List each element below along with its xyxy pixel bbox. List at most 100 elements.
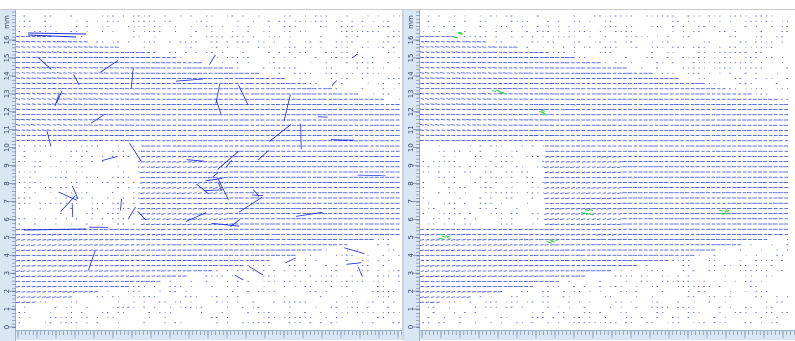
vector-arrow [146, 177, 150, 178]
vector-arrow [37, 271, 41, 272]
vector-arrow [445, 47, 450, 48]
ruler-tick-label: 13 [3, 89, 11, 98]
vector-arrow [16, 57, 20, 58]
spurious-vector [358, 175, 386, 176]
vector-arrow [441, 83, 445, 84]
vector-arrow [440, 73, 445, 74]
spurious-vector [102, 156, 118, 160]
vector-arrow [183, 203, 187, 204]
vector-arrow [21, 36, 25, 37]
vector-arrow [140, 234, 144, 235]
vector-arrow [204, 198, 208, 199]
vector-arrow [42, 260, 47, 261]
vector-arrow [218, 229, 223, 230]
vector-arrow [204, 234, 208, 235]
vector-arrow [213, 162, 217, 163]
vector-arrow [42, 130, 46, 131]
spurious-vector [213, 173, 218, 177]
ruler-tick-label: 6 [3, 217, 11, 222]
vector-arrow [26, 36, 31, 37]
vector-arrow [21, 119, 26, 120]
vector-arrow [214, 229, 218, 230]
vector-arrow [157, 198, 161, 199]
vector-arrow [197, 214, 202, 215]
vector-arrow [177, 224, 182, 225]
vector-arrow [182, 156, 186, 157]
vector-arrow [193, 188, 197, 189]
vector-arrow [192, 162, 197, 163]
vector-arrow [430, 83, 434, 84]
vector-arrow [187, 203, 191, 204]
vector-arrow [37, 240, 41, 241]
vector-arrow [441, 47, 445, 48]
vector-arrow [225, 203, 228, 204]
vector-arrow [451, 125, 456, 126]
vector-arrow [16, 62, 20, 63]
vector-arrow [162, 162, 166, 163]
vector-arrow [188, 198, 192, 199]
vector-arrow [73, 292, 78, 293]
vector-arrow [208, 193, 212, 194]
vector-arrow [42, 125, 46, 126]
vector-arrow [37, 260, 41, 261]
vector-arrow [16, 94, 20, 95]
ruler-unit-label: mm [407, 15, 415, 29]
vector-arrow [166, 167, 171, 168]
vector-arrow [16, 130, 20, 131]
vector-arrow [157, 219, 161, 220]
vector-field-canvas[interactable] [16, 10, 402, 330]
vector-field-svg [420, 10, 795, 331]
vector-arrow [168, 208, 171, 209]
vector-arrow [16, 78, 20, 79]
vector-arrow [435, 99, 439, 100]
vector-arrow [16, 271, 20, 272]
vector-field-canvas[interactable] [420, 10, 795, 330]
vector-arrow [425, 114, 429, 115]
spurious-vector [72, 203, 73, 217]
vector-arrow [52, 83, 57, 84]
vector-arrow [224, 193, 228, 194]
vector-arrow [441, 88, 445, 89]
vector-arrow [451, 73, 455, 74]
vector-arrow [31, 88, 35, 89]
vector-arrow [156, 193, 160, 194]
vector-arrow [27, 57, 31, 58]
vector-arrow [21, 292, 25, 293]
ruler-tick-label: 11 [407, 125, 415, 134]
spurious-vector [57, 91, 62, 103]
vector-arrow [16, 135, 20, 136]
vector-arrow [441, 94, 445, 95]
vector-arrow [32, 68, 36, 69]
vector-arrow [182, 193, 187, 194]
vector-arrow [204, 193, 207, 194]
vector-arrow [152, 219, 155, 220]
vector-arrow [42, 109, 47, 110]
ruler-tick-label: 1 [3, 307, 11, 311]
vector-arrow [213, 234, 218, 235]
vector-arrow [32, 234, 36, 235]
ruler-tick-label: 3 [3, 271, 11, 275]
vector-arrow [177, 172, 181, 173]
spurious-vector [216, 100, 221, 115]
vector-arrow [41, 94, 46, 95]
vector-arrow [188, 234, 192, 235]
vector-arrow [177, 198, 181, 199]
vector-arrow [204, 162, 208, 163]
vector-arrow [16, 83, 20, 84]
vector-arrow [456, 114, 461, 115]
vector-arrow [36, 62, 41, 63]
vector-arrow [27, 260, 31, 261]
vector-arrow [42, 120, 46, 121]
vector-arrow [27, 88, 31, 89]
vector-arrow [37, 120, 41, 121]
spurious-vector [239, 197, 262, 212]
vector-arrow [73, 271, 78, 272]
vector-arrows [16, 16, 400, 323]
vector-arrow [456, 47, 461, 48]
vector-arrow [213, 188, 218, 189]
vector-arrow [151, 167, 155, 168]
vector-arrow [425, 109, 429, 110]
vector-arrow [156, 224, 160, 225]
